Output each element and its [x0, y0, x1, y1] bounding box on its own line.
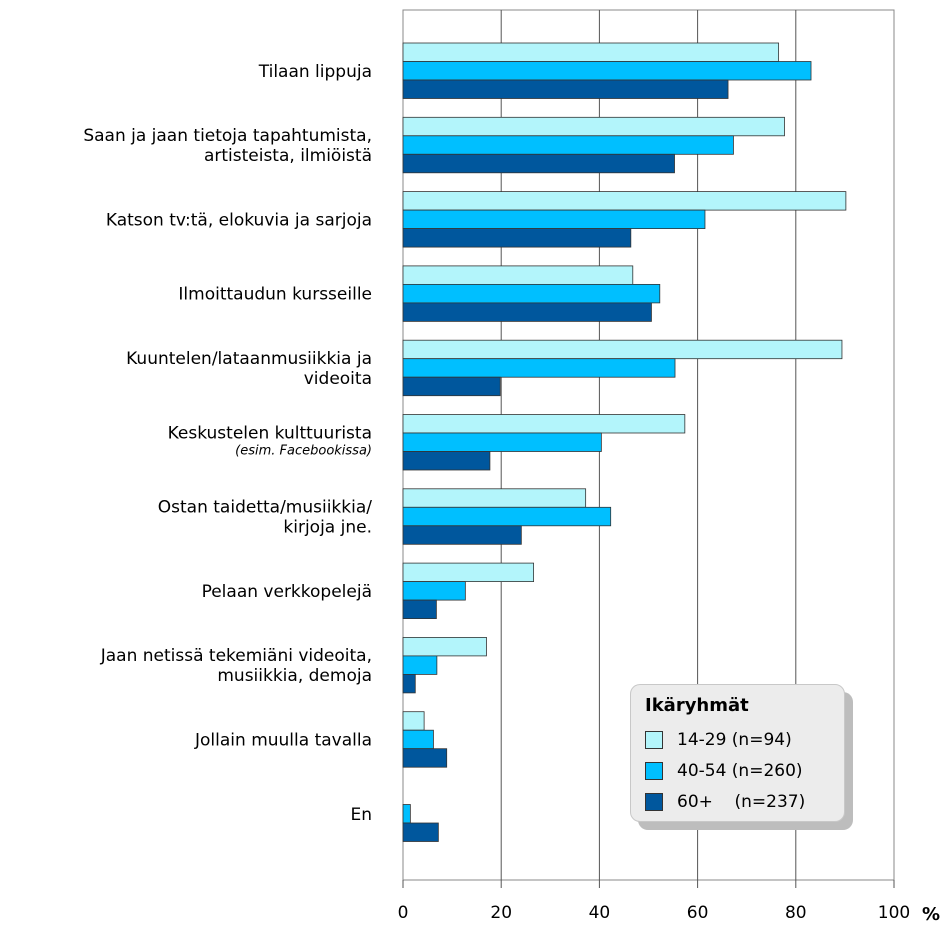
category-label: Jollain muulla tavalla [194, 730, 372, 750]
category-label: Kuuntelen/lataanmusiikkia ja [126, 349, 372, 369]
bar [402, 804, 411, 824]
bar [402, 209, 706, 230]
bar [402, 302, 652, 322]
bar [402, 153, 675, 174]
bar [402, 135, 734, 155]
category-label: kirjoja jne. [283, 518, 372, 538]
category-label: Ilmoittaudun kursseille [178, 285, 372, 305]
bar [402, 581, 466, 601]
bar [402, 79, 729, 99]
bar [402, 562, 535, 582]
bar [402, 451, 491, 471]
bar [402, 506, 612, 527]
x-tick-label: 0 [398, 903, 409, 923]
legend: Ikäryhmät 14-29 (n=94) 40-54 (n=260) 60+… [630, 684, 845, 822]
bar [402, 376, 501, 397]
bar [402, 729, 434, 750]
bar [402, 748, 448, 768]
category-label: En [350, 805, 372, 825]
legend-item-60-plus: 60+ (n=237) [645, 786, 830, 817]
x-unit-label: % [922, 904, 940, 925]
category-label: Tilaan lippuja [258, 62, 372, 82]
legend-item-14-29: 14-29 (n=94) [645, 724, 830, 755]
legend-label: 14-29 (n=94) [677, 729, 792, 750]
x-tick-label: 80 [785, 903, 807, 923]
category-label: Katson tv:tä, elokuvia ja sarjoja [106, 210, 372, 230]
category-label: videoita [304, 369, 372, 389]
category-label: artisteista, ilmiöistä [204, 146, 372, 166]
x-tick-label: 20 [490, 903, 512, 923]
bar [402, 488, 587, 508]
bar [402, 655, 438, 675]
bar [402, 414, 686, 434]
bar [402, 711, 425, 731]
bar [402, 61, 812, 81]
legend-swatch [645, 761, 663, 780]
bar [402, 191, 847, 211]
bar [402, 432, 602, 452]
legend-item-40-54: 40-54 (n=260) [645, 755, 830, 786]
category-label: Keskustelen kulttuurista [168, 423, 372, 443]
bar [402, 599, 437, 619]
bar [402, 283, 661, 304]
category-label: Pelaan verkkopelejä [202, 582, 372, 602]
bar [402, 525, 522, 545]
category-label: musiikkia, demoja [217, 666, 372, 686]
x-tick-label: 40 [589, 903, 611, 923]
category-label: Jaan netissä tekemiäni videoita, [100, 646, 372, 666]
legend-swatch [645, 730, 663, 749]
category-label: Ostan taidetta/musiikkia/ [158, 498, 372, 518]
bar [402, 228, 632, 248]
bar [402, 42, 780, 62]
bar [402, 822, 439, 842]
bar [402, 116, 785, 137]
x-tick-label: 100 [878, 903, 910, 923]
bar [402, 339, 843, 360]
category-note: (esim. Facebookissa) [235, 443, 372, 458]
bar [402, 358, 676, 378]
legend-swatch [645, 792, 663, 811]
category-label: Saan ja jaan tietoja tapahtumista, [83, 126, 372, 146]
legend-label: 40-54 (n=260) [677, 760, 803, 781]
legend-title: Ikäryhmät [645, 695, 749, 716]
bar [402, 674, 416, 694]
legend-label: 60+ (n=237) [677, 791, 806, 812]
bar [402, 637, 487, 657]
bar [402, 265, 634, 285]
x-tick-label: 60 [687, 903, 709, 923]
